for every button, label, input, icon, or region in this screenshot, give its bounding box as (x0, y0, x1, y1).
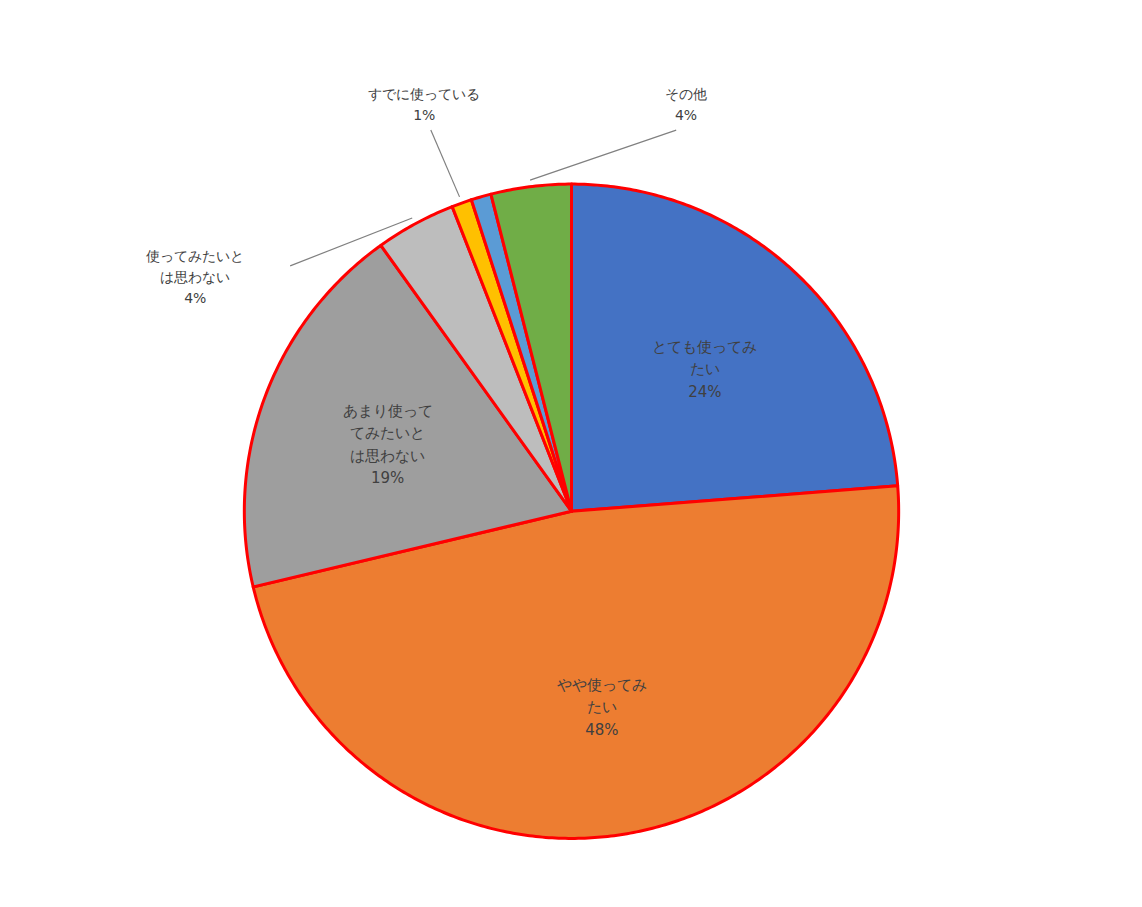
svg-text:すでに使っている1%: すでに使っている1% (368, 86, 480, 123)
svg-text:使ってみたいとは思わない4%: 使ってみたいとは思わない4% (146, 248, 244, 306)
svg-text:あまり使っててみたいとは思わない19%: あまり使っててみたいとは思わない19% (343, 402, 433, 488)
svg-text:やや使ってみたい48%: やや使ってみたい48% (557, 676, 647, 739)
svg-text:その他4%: その他4% (665, 86, 707, 123)
svg-text:とても使ってみたい24%: とても使ってみたい24% (652, 338, 757, 401)
